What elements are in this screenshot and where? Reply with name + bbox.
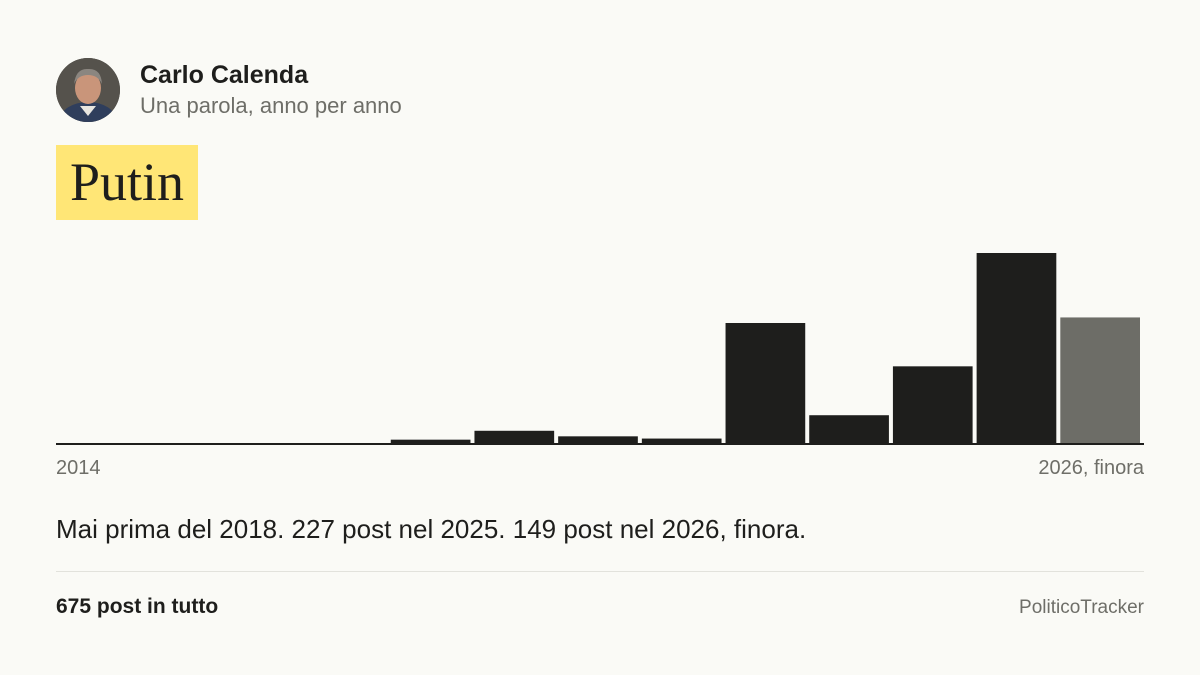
brand-label: PoliticoTracker bbox=[1019, 597, 1144, 618]
bar-2021 bbox=[641, 438, 722, 443]
highlighted-word: Putin bbox=[56, 145, 199, 220]
total-posts: 675 post in tutto bbox=[56, 595, 219, 618]
divider bbox=[56, 571, 1144, 572]
bar-2018 bbox=[390, 439, 471, 443]
bar-2019 bbox=[474, 430, 555, 443]
header: Carlo Calenda Una parola, anno per anno bbox=[56, 58, 402, 122]
x-axis-end-label: 2026, finora bbox=[1038, 457, 1144, 479]
bar-2025 bbox=[976, 253, 1057, 443]
bar-2026 bbox=[1060, 317, 1140, 443]
bar-2024 bbox=[892, 366, 973, 443]
x-axis-start-label: 2014 bbox=[56, 457, 101, 479]
bar-2022 bbox=[725, 323, 806, 443]
x-axis-baseline bbox=[56, 443, 1144, 445]
bar-2020 bbox=[558, 436, 638, 443]
politician-name: Carlo Calenda bbox=[140, 61, 309, 89]
bar-2023 bbox=[809, 415, 889, 443]
avatar bbox=[56, 58, 120, 122]
bar-chart bbox=[56, 253, 1144, 445]
summary-text: Mai prima del 2018. 227 post nel 2025. 1… bbox=[56, 514, 807, 544]
chart-subtitle: Una parola, anno per anno bbox=[140, 93, 402, 118]
